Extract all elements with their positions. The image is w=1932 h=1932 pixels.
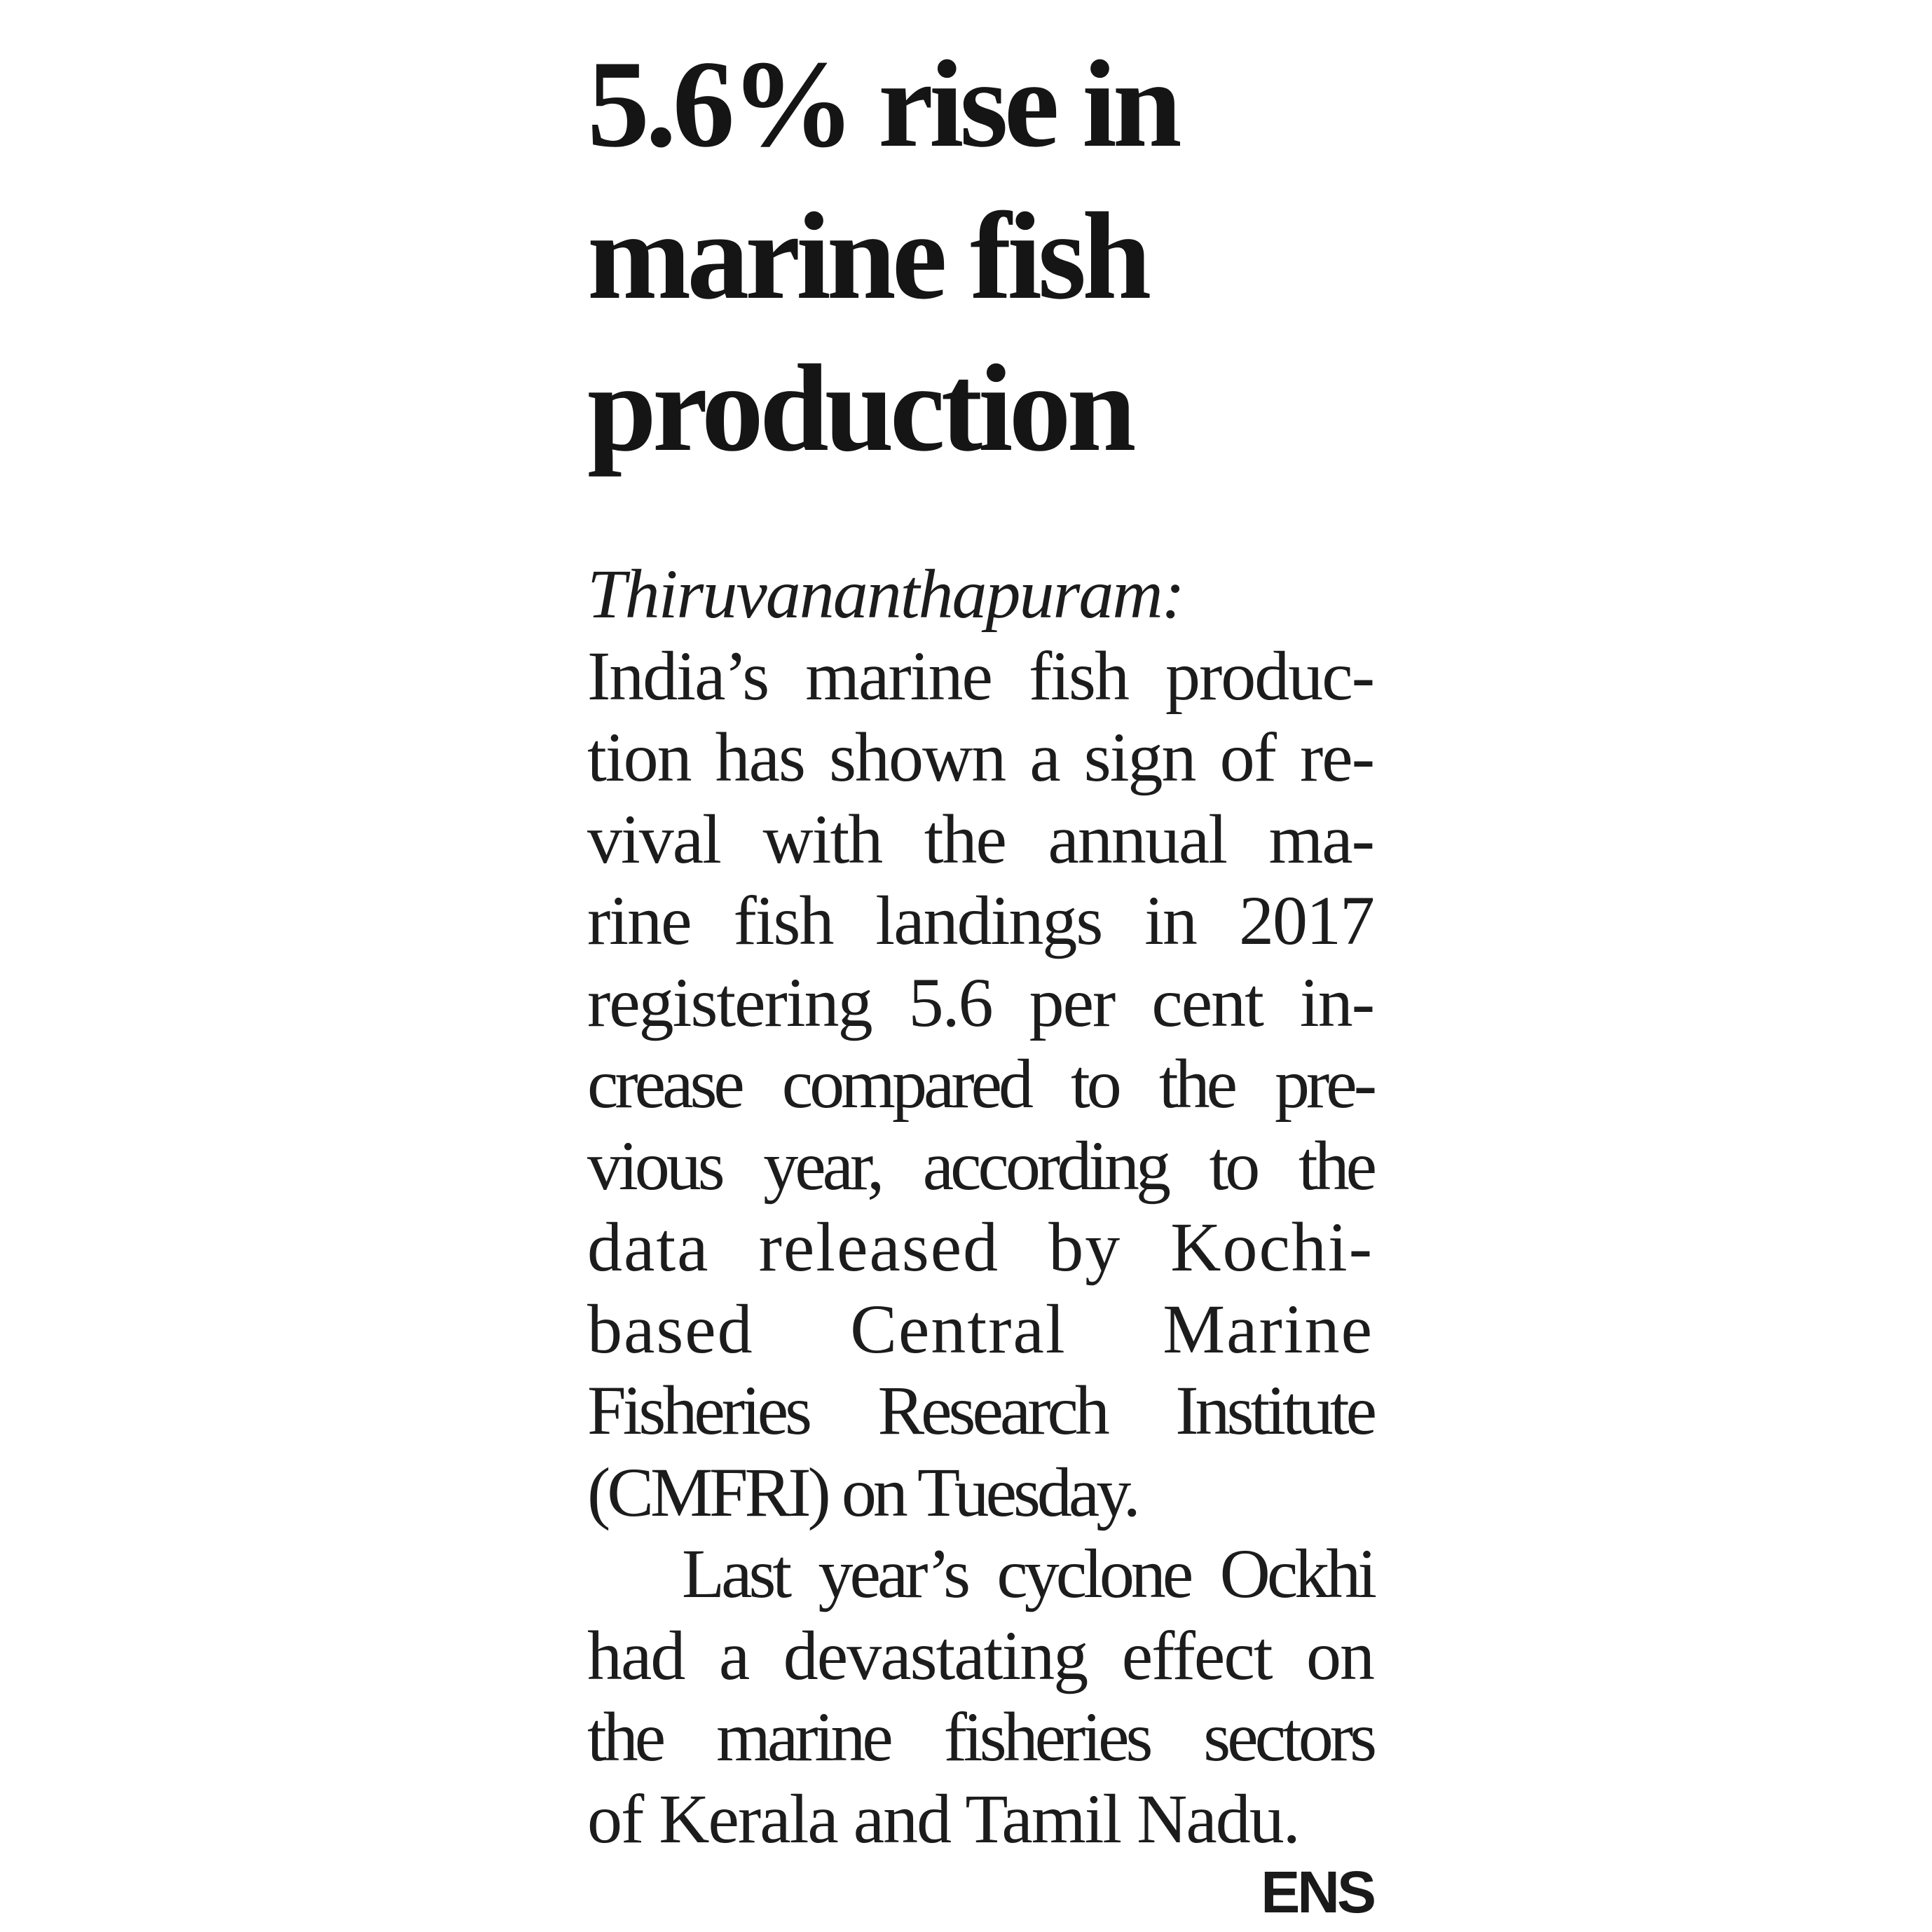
body-line: India’s marine fish produc- bbox=[587, 636, 1375, 715]
body-line: crease compared to the pre- bbox=[587, 1045, 1377, 1123]
body-line: based Central Marine bbox=[587, 1289, 1373, 1368]
headline-line-1: 5.6% rise in bbox=[587, 34, 1182, 173]
body-line: Fisheries Research Institute bbox=[587, 1371, 1377, 1449]
body-line: of Kerala and Tamil Nadu. bbox=[587, 1779, 1301, 1858]
dateline: Thiruvananthapuram: bbox=[587, 555, 1185, 633]
body-line: (CMFRI) on Tuesday. bbox=[587, 1453, 1141, 1531]
headline-line-2: marine fish bbox=[587, 186, 1151, 325]
article-body: Thiruvananthapuram: India’s marine fish … bbox=[587, 554, 1377, 1860]
headline: 5.6% rise in marine fish production bbox=[587, 28, 1182, 484]
byline: ENS bbox=[1261, 1859, 1376, 1925]
body-line: Last year’s cyclone Ockhi bbox=[682, 1535, 1377, 1612]
body-line: data released by Kochi- bbox=[587, 1208, 1373, 1286]
paragraph-1: India’s marine fish produc- tion has sho… bbox=[587, 636, 1377, 1534]
body-line: vious year, according to the bbox=[587, 1126, 1377, 1205]
headline-line-3: production bbox=[587, 338, 1137, 477]
body-line: tion has shown a sign of re- bbox=[587, 718, 1375, 796]
body-line: registering 5.6 per cent in- bbox=[587, 963, 1375, 1041]
body-line: rine fish landings in 2017 bbox=[587, 882, 1375, 959]
body-line: had a devastating effect on bbox=[587, 1616, 1375, 1694]
body-line: vival with the annual ma- bbox=[587, 800, 1375, 878]
body-line: the marine fisheries sectors bbox=[587, 1698, 1377, 1776]
paragraph-2: Last year’s cyclone Ockhi had a devastat… bbox=[587, 1533, 1377, 1860]
